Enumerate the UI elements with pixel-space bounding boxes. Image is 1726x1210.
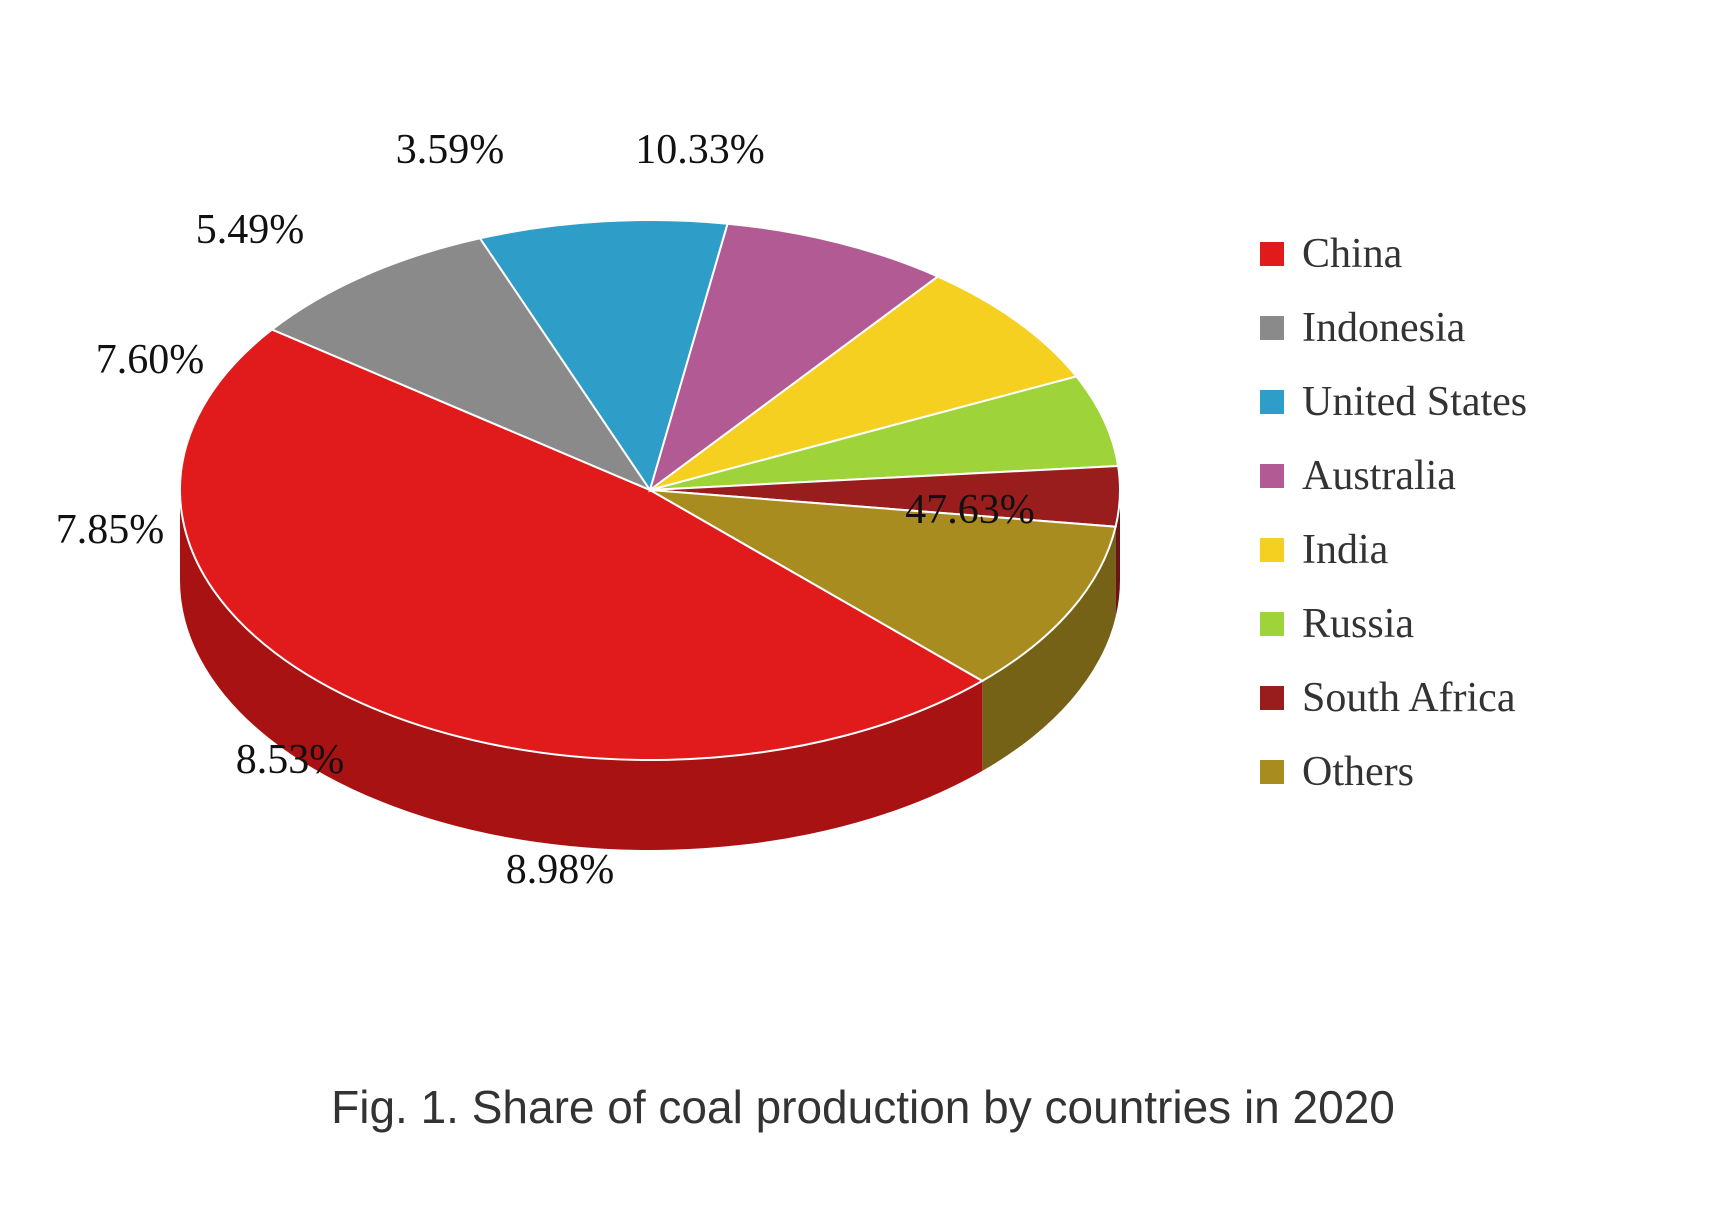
- legend-item-australia: Australia: [1260, 452, 1527, 500]
- slice-label-south-africa: 3.59%: [396, 126, 505, 174]
- legend-label: Australia: [1302, 452, 1456, 500]
- legend: China Indonesia United States Australia Indi…: [1260, 230, 1527, 796]
- legend-label: Russia: [1302, 600, 1414, 648]
- pie-chart-3d: 47.63%8.98%8.53%7.85%7.60%5.49%3.59%10.3…: [80, 60, 1180, 960]
- slice-label-russia: 5.49%: [196, 206, 305, 254]
- slice-label-china: 47.63%: [905, 486, 1035, 534]
- figure-caption: Fig. 1. Share of coal production by coun…: [0, 1080, 1726, 1134]
- slice-label-indonesia: 8.98%: [506, 846, 615, 894]
- legend-label: Indonesia: [1302, 304, 1465, 352]
- legend-item-china: China: [1260, 230, 1527, 278]
- legend-swatch: [1260, 612, 1284, 636]
- legend-label: South Africa: [1302, 674, 1515, 722]
- legend-swatch: [1260, 242, 1284, 266]
- slice-label-india: 7.60%: [96, 336, 205, 384]
- legend-item-india: India: [1260, 526, 1527, 574]
- legend-item-russia: Russia: [1260, 600, 1527, 648]
- slice-label-others: 10.33%: [635, 126, 765, 174]
- legend-label: United States: [1302, 378, 1527, 426]
- legend-swatch: [1260, 464, 1284, 488]
- legend-item-indonesia: Indonesia: [1260, 304, 1527, 352]
- legend-swatch: [1260, 316, 1284, 340]
- legend-swatch: [1260, 390, 1284, 414]
- legend-item-others: Others: [1260, 748, 1527, 796]
- legend-swatch: [1260, 760, 1284, 784]
- legend-item-united-states: United States: [1260, 378, 1527, 426]
- legend-swatch: [1260, 686, 1284, 710]
- figure-container: 47.63% 8.98% 8.53% 7.85% 7.60% 5.49% 3.59% 10.3…: [0, 0, 1726, 1210]
- slice-label-united-states: 8.53%: [236, 736, 345, 784]
- legend-label: Others: [1302, 748, 1414, 796]
- legend-label: China: [1302, 230, 1402, 278]
- legend-item-south-africa: South Africa: [1260, 674, 1527, 722]
- slice-label-australia: 7.85%: [56, 506, 165, 554]
- legend-label: India: [1302, 526, 1388, 574]
- legend-swatch: [1260, 538, 1284, 562]
